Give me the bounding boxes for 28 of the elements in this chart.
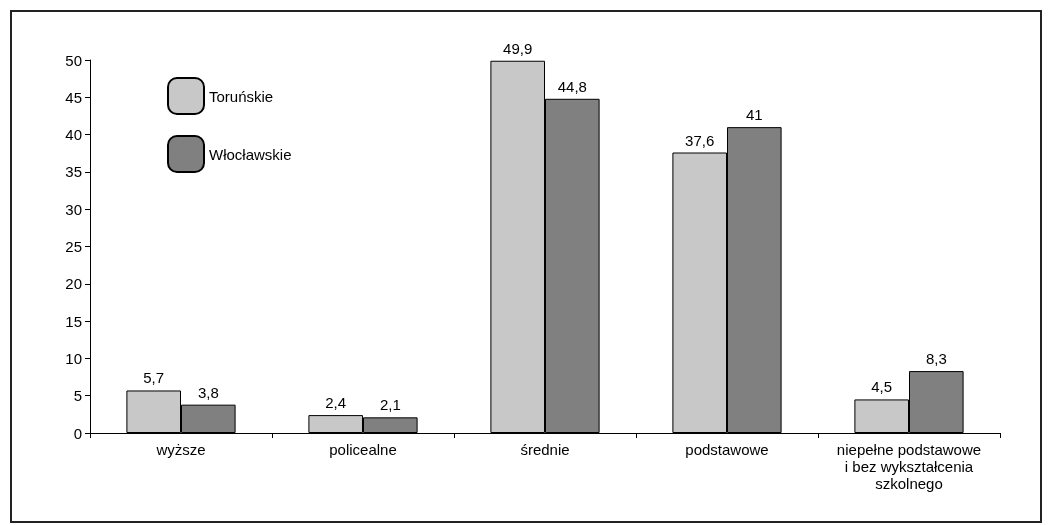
data-label: 37,6 [685,131,715,149]
x-tick-label: policealne [329,441,397,458]
data-label: 49,9 [503,39,533,57]
y-tick-label: 35 [65,163,82,181]
y-tick-label: 45 [65,88,82,106]
data-label: 2,1 [379,396,401,414]
y-tick-label: 0 [73,424,82,442]
legend-label: Włocławskie [209,145,292,163]
x-tick-label: średnie [520,441,570,458]
y-tick-label: 25 [65,238,82,255]
y-tick-label: 30 [65,200,82,218]
data-label: 3,8 [197,383,219,401]
data-label: 5,7 [143,369,165,387]
y-tick-label: 10 [65,349,82,367]
x-tick-label: podstawowe [685,441,769,458]
legend-label: Toruńskie [209,87,274,105]
data-label: 4,5 [871,378,893,396]
data-label: 41 [745,106,763,124]
data-label: 8,3 [925,350,947,368]
y-tick-label: 5 [73,387,82,405]
data-label: 44,8 [557,77,587,95]
y-tick-label: 50 [65,51,82,69]
data-label: 2,4 [325,394,347,412]
y-tick-label: 40 [65,126,82,144]
y-tick-label: 20 [65,275,82,293]
y-tick-label: 15 [65,312,82,330]
x-tick-label: niepełne podstawowe i bez wykształcenia szkolnego [836,441,982,492]
x-tick-label: wyższe [155,441,206,458]
